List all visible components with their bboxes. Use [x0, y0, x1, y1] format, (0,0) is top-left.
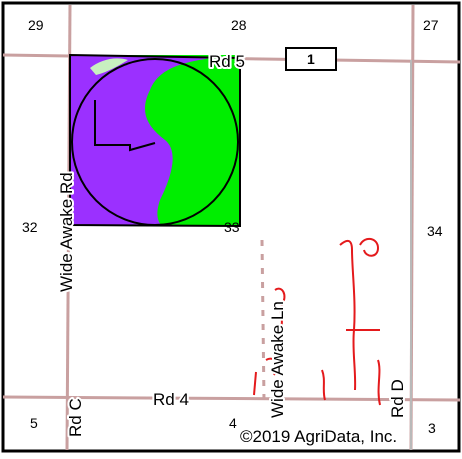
stream-4 [274, 287, 286, 331]
stream-7 [377, 359, 381, 406]
soil-unit-lightgreen[interactable] [90, 58, 128, 75]
stream-1 [339, 239, 357, 391]
section-number-nw: 29 [28, 17, 44, 33]
road-label-rd5: Rd 5 [209, 52, 245, 71]
stream-8 [253, 371, 257, 396]
section-number-s: 4 [229, 415, 237, 431]
road-label-rdc: Rd C [66, 398, 85, 437]
section-number-se: 3 [428, 420, 436, 436]
road-line-rd4 [2, 395, 461, 402]
pivot-arm [94, 100, 156, 152]
section-number-ne: 27 [423, 17, 439, 33]
streams [253, 237, 381, 406]
stream-2 [359, 237, 380, 257]
section-number-n: 28 [231, 17, 247, 33]
field-polygon[interactable] [69, 53, 241, 228]
field-boundary [69, 53, 241, 228]
road-label-rd4: Rd 4 [153, 390, 189, 409]
road-label-wide-awake-ln: Wide Awake Ln [268, 301, 287, 418]
section-number-e: 34 [427, 223, 443, 239]
section-number-sw: 5 [30, 415, 38, 431]
field-marker-label: 1 [307, 51, 315, 67]
section-number-center: 33 [224, 219, 240, 235]
section-number-w: 32 [22, 219, 38, 235]
road-label-rdd: Rd D [388, 379, 407, 418]
stream-5 [265, 357, 278, 376]
road-label-wide-awake-rd: Wide Awake Rd [57, 172, 76, 292]
stream-6 [321, 369, 326, 401]
soil-unit-purple[interactable] [70, 55, 210, 226]
field-marker-box[interactable] [285, 47, 337, 71]
copyright-text: ©2019 AgriData, Inc. [240, 427, 397, 446]
